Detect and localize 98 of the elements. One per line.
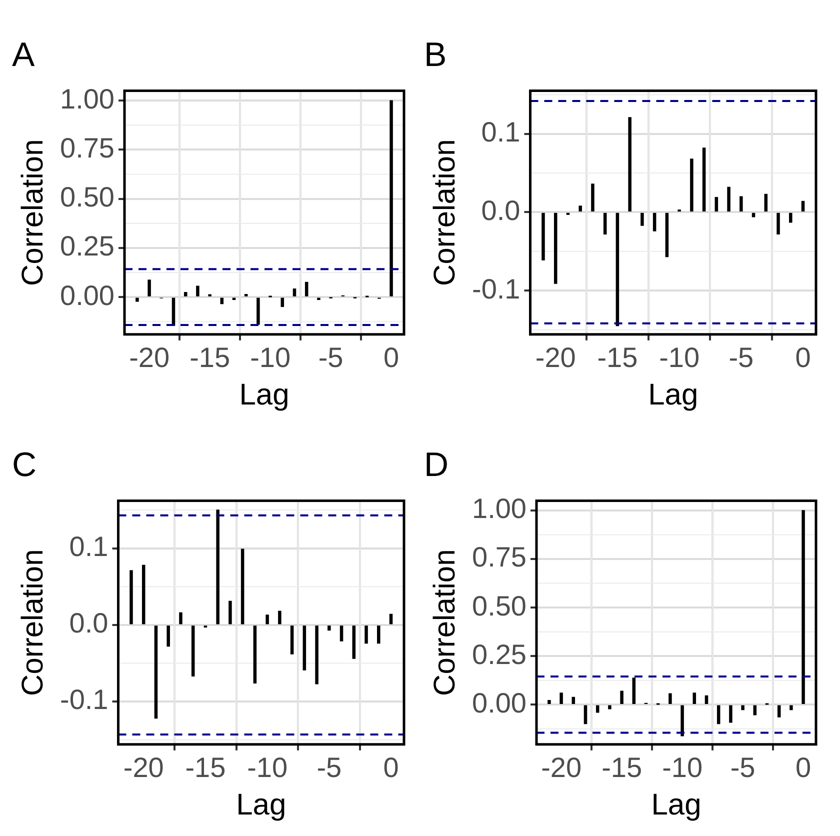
x-tick-label: 0 (795, 342, 811, 373)
chart-title: D (424, 446, 449, 484)
bar (352, 626, 356, 659)
bar (377, 626, 380, 644)
bar (220, 298, 224, 304)
bar (542, 212, 545, 260)
x-tick-label: -5 (316, 752, 342, 783)
x-tick-label: -15 (185, 752, 226, 783)
y-tick-label: 0.1 (481, 116, 520, 148)
bar (801, 200, 805, 212)
y-tick-label: 0.00 (60, 280, 114, 311)
y-tick-label: 1.00 (60, 83, 114, 114)
bar (280, 298, 284, 308)
y-tick-label: 0.0 (481, 194, 520, 226)
y-tick-label: 1.00 (472, 493, 526, 524)
y-tick-label: 0.75 (472, 542, 526, 573)
x-axis-title: Lag (651, 788, 702, 822)
bar (256, 298, 260, 325)
bar (196, 286, 200, 296)
bar (776, 212, 780, 234)
y-axis-title: Correlation (16, 549, 50, 696)
bar (216, 510, 220, 624)
y-tick-label: 0.75 (60, 132, 114, 164)
x-tick-label: -10 (247, 752, 288, 783)
y-tick-label: 0.50 (472, 590, 526, 622)
bar (292, 288, 296, 296)
bar (554, 212, 558, 284)
bar (640, 212, 644, 226)
bar (240, 548, 244, 624)
bar (191, 626, 195, 677)
bar (364, 626, 368, 644)
bar (154, 626, 158, 719)
y-tick-label: 0.00 (472, 687, 526, 718)
y-tick-label: 0.25 (472, 638, 526, 670)
bar (616, 212, 620, 326)
bar (702, 148, 706, 212)
bar (136, 298, 139, 302)
bar (690, 158, 694, 212)
x-tick-label: -20 (541, 752, 582, 783)
x-tick-label: -10 (659, 342, 700, 373)
bar (253, 626, 257, 684)
bar (130, 570, 133, 624)
x-tick-label: -5 (730, 752, 756, 783)
bar (315, 626, 318, 684)
y-tick-label: 0.50 (60, 182, 114, 213)
bar (304, 282, 308, 296)
chart-title: A (12, 36, 35, 74)
bar (591, 184, 594, 212)
x-tick-label: -5 (318, 342, 344, 373)
x-tick-label: 0 (796, 752, 812, 783)
bar (390, 100, 393, 296)
bar (179, 612, 182, 624)
bar (764, 194, 768, 212)
x-tick-label: -15 (597, 342, 638, 373)
bar (302, 626, 306, 670)
x-tick-label: -15 (602, 752, 642, 783)
bar (142, 564, 146, 624)
y-tick-label: 0.1 (69, 531, 108, 562)
x-tick-label: -20 (129, 342, 170, 373)
y-axis-title: Correlation (16, 139, 50, 286)
x-tick-label: -5 (728, 342, 754, 373)
chart-title: C (12, 446, 37, 484)
bar (789, 212, 792, 223)
bar (714, 196, 718, 212)
chart-title: B (424, 36, 447, 74)
x-axis-title: Lag (648, 378, 698, 412)
bar (184, 292, 188, 296)
bar (148, 280, 151, 296)
x-tick-label: -15 (190, 342, 230, 373)
bar (228, 600, 232, 624)
x-tick-label: -10 (662, 752, 703, 783)
bar (278, 610, 282, 624)
bar (665, 212, 669, 258)
x-axis-title: Lag (236, 788, 286, 822)
y-tick-label: 0.0 (69, 608, 108, 639)
bar (740, 196, 743, 212)
bar (166, 626, 170, 647)
y-tick-label: 0.25 (60, 230, 114, 262)
x-tick-label: -20 (123, 752, 164, 783)
x-tick-label: -20 (535, 342, 576, 373)
bar (266, 614, 269, 624)
x-tick-label: 0 (384, 342, 400, 373)
x-tick-label: 0 (383, 752, 399, 783)
bar (244, 294, 248, 296)
x-axis-title: Lag (239, 378, 290, 412)
bar (652, 212, 656, 232)
bar (340, 626, 344, 642)
y-tick-label: -0.1 (472, 273, 520, 304)
bar (290, 626, 294, 654)
x-tick-label: -10 (250, 342, 291, 373)
bar (603, 212, 607, 234)
bar (727, 186, 730, 212)
bar (578, 206, 582, 212)
y-axis-title: Correlation (428, 549, 462, 696)
y-axis-title: Correlation (428, 139, 462, 286)
y-tick-label: -0.1 (60, 684, 108, 716)
bar (628, 117, 632, 212)
bar (328, 626, 331, 631)
